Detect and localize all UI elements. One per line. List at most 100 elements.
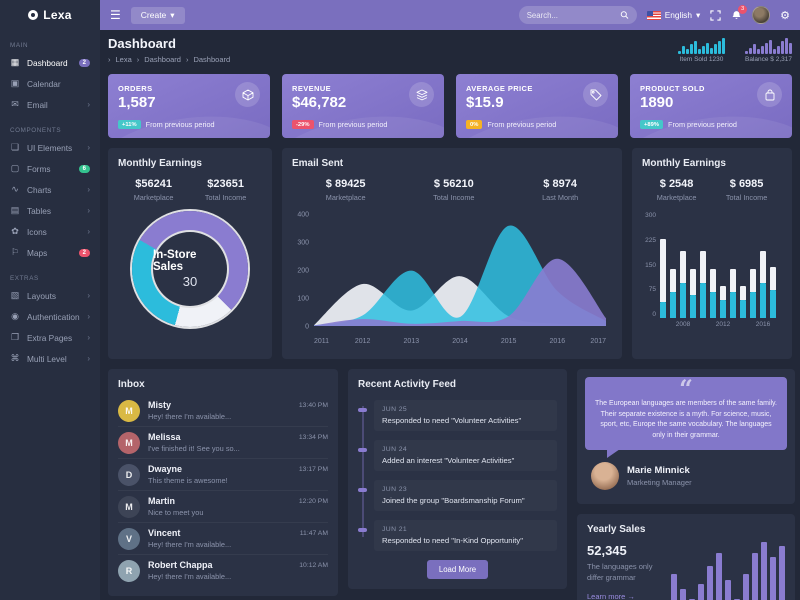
breadcrumb-item[interactable]: Dashboard xyxy=(186,55,230,64)
inbox-message-row[interactable]: M Martin Nice to meet you 12:20 PM xyxy=(118,491,328,523)
message-time: 13:17 PM xyxy=(298,465,328,473)
sidebar-item-icon: ▤ xyxy=(10,205,20,215)
stat-value: $ 56210 xyxy=(433,178,474,190)
fullscreen-button[interactable] xyxy=(710,9,721,21)
main-area: ☰ Create ▾ English ▾ 3 ⚙ xyxy=(100,0,800,600)
create-button[interactable]: Create ▾ xyxy=(130,6,185,24)
message-time: 13:34 PM xyxy=(298,433,328,441)
donut-center-value: 30 xyxy=(182,274,198,289)
language-label: English xyxy=(664,10,692,20)
inbox-card: Inbox M Misty Hey! there I'm available..… xyxy=(108,369,338,596)
sender-name: Dwayne xyxy=(148,463,183,474)
sender-name: Robert Chappa xyxy=(148,559,213,570)
stat-title: AVERAGE PRICE xyxy=(466,84,533,93)
sidebar-item[interactable]: ✿ Icons › xyxy=(0,221,100,242)
message-time: 11:47 AM xyxy=(299,529,328,537)
svg-text:0: 0 xyxy=(305,324,309,331)
hamburger-menu-icon[interactable]: ☰ xyxy=(110,8,121,22)
sidebar-item-label: Layouts xyxy=(27,290,57,301)
inbox-list: M Misty Hey! there I'm available... 13:4… xyxy=(118,395,328,586)
message-time: 13:40 PM xyxy=(298,401,328,409)
stat-change-badge: +11% xyxy=(118,120,141,129)
sidebar-item-icon: ❏ xyxy=(10,142,20,152)
sidebar-item-icon: ✿ xyxy=(11,226,19,236)
page-header-row: Dashboard Lexa Dashboard Dashboard Item So… xyxy=(108,36,792,64)
sidebar-item[interactable]: ❏ UI Elements › xyxy=(0,137,100,158)
stat-value: 1890 xyxy=(640,94,674,111)
sidebar-item[interactable]: ▦ Dashboard 2 xyxy=(0,52,100,73)
bars-plot xyxy=(660,212,782,318)
donut-center-title: In-Store Sales xyxy=(153,249,197,273)
brand-logo-icon xyxy=(28,10,39,20)
activity-date: JUN 23 xyxy=(382,486,408,493)
notification-count-badge: 3 xyxy=(738,4,748,14)
chevron-right-icon: › xyxy=(87,291,90,300)
load-more-button[interactable]: Load More xyxy=(426,560,489,579)
us-flag-icon xyxy=(646,10,661,20)
sidebar-item[interactable]: ∿ Charts › xyxy=(0,179,100,200)
chevron-right-icon: › xyxy=(87,100,90,109)
breadcrumb-item[interactable]: Lexa xyxy=(108,55,132,64)
language-selector[interactable]: English ▾ xyxy=(646,10,700,20)
sidebar-item[interactable]: ◉ Authentication › xyxy=(0,306,100,327)
sidebar-item[interactable]: ▢ Forms 6 xyxy=(0,158,100,179)
sidebar-item[interactable]: ⌘ Multi Level › xyxy=(0,348,100,369)
svg-text:400: 400 xyxy=(297,212,309,219)
yearly-sales-card: Yearly Sales 52,345 The languages only d… xyxy=(577,514,795,600)
sidebar-item[interactable]: ▣ Calendar xyxy=(0,73,100,94)
activity-date: JUN 25 xyxy=(382,406,408,413)
activity-item: JUN 25 Responded to need "Volunteer Acti… xyxy=(358,400,557,431)
activity-text: Joined the group "Boardsmanship Forum" xyxy=(382,496,525,505)
chevron-right-icon: › xyxy=(87,333,90,342)
stat-title: REVENUE xyxy=(292,84,332,93)
settings-gear-icon[interactable]: ⚙ xyxy=(780,9,790,22)
sidebar-section-extras: EXTRAS ▧ Layouts › ◉ Authentication › xyxy=(0,269,100,369)
sidebar-item-badge: 6 xyxy=(78,164,90,173)
x-axis-labels: 2008 2012 2016 xyxy=(675,321,771,328)
quote-bubble-tail xyxy=(607,449,620,458)
stat-label: Total Income xyxy=(725,193,768,202)
search-box[interactable] xyxy=(518,6,637,24)
brand-logo: Lexa xyxy=(0,0,100,30)
inbox-message-row[interactable]: M Misty Hey! there I'm available... 13:4… xyxy=(118,395,328,427)
card-title: Email Sent xyxy=(292,158,344,169)
product-sold-stat-card: PRODUCT SOLD 1890 +89% From previous per… xyxy=(630,74,792,138)
sender-name: Misty xyxy=(148,399,172,410)
activity-item: JUN 23 Joined the group "Boardsmanship F… xyxy=(358,480,557,511)
stat-label: Total Income xyxy=(433,193,475,202)
svg-text:2016: 2016 xyxy=(550,338,566,345)
inbox-message-row[interactable]: D Dwayne This theme is awesome! 13:17 PM xyxy=(118,459,328,491)
activity-text: Added an interest "Volunteer Activities" xyxy=(382,456,515,465)
breadcrumb-item[interactable]: Dashboard xyxy=(137,55,181,64)
search-input[interactable] xyxy=(526,10,620,20)
orders-stat-card: ORDERS 1,587 +11% From previous period xyxy=(108,74,270,138)
svg-text:200: 200 xyxy=(297,268,309,275)
activity-timeline: JUN 25 Responded to need "Volunteer Acti… xyxy=(358,400,557,551)
stat-change-badge: +89% xyxy=(640,120,663,129)
balance-bars xyxy=(745,38,792,54)
user-avatar[interactable] xyxy=(752,6,771,24)
notifications-button[interactable]: 3 xyxy=(731,4,748,21)
sidebar-item[interactable]: ▧ Layouts › xyxy=(0,285,100,306)
chevron-right-icon: › xyxy=(87,312,90,321)
inbox-message-row[interactable]: M Melissa I've finished it! See you so..… xyxy=(118,427,328,459)
sidebar-item-label: Maps xyxy=(27,247,48,258)
inbox-message-row[interactable]: R Robert Chappa Hey! there I'm available… xyxy=(118,555,328,586)
quote-bubble: “ The European languages are members of … xyxy=(585,377,787,458)
svg-text:2017: 2017 xyxy=(590,338,606,345)
avatar: R xyxy=(118,559,140,582)
sidebar: Lexa MAIN ▦ Dashboard 2 ▣ Calendar xyxy=(0,0,100,600)
sidebar-item[interactable]: ▤ Tables › xyxy=(0,200,100,221)
sidebar-item[interactable]: ❐ Extra Pages › xyxy=(0,327,100,348)
learn-more-link[interactable]: Learn more → xyxy=(587,591,635,600)
activity-date: JUN 21 xyxy=(382,526,408,533)
inbox-message-row[interactable]: V Vincent Hey! there I'm available... 11… xyxy=(118,523,328,555)
svg-text:100: 100 xyxy=(297,296,309,303)
activity-item: JUN 24 Added an interest "Volunteer Acti… xyxy=(358,440,557,471)
email-sent-card: Email Sent $ 89425 Marketplace $ 56210 Tot… xyxy=(282,148,622,359)
sidebar-item[interactable]: ✉ Email › xyxy=(0,94,100,115)
stat-label: Marketplace xyxy=(656,193,697,202)
stat-value: $56241 xyxy=(135,178,172,190)
balance-mini-chart: Balance $ 2,317 xyxy=(745,38,792,63)
sidebar-item[interactable]: ⚐ Maps 2 xyxy=(0,242,100,263)
